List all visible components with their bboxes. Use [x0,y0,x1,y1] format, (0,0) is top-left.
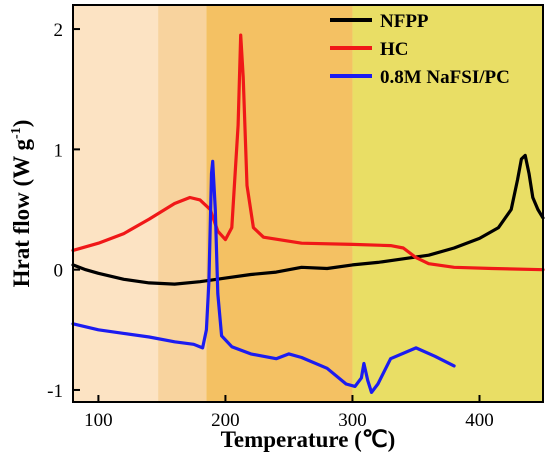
y-tick-label: -1 [47,381,63,402]
legend-label-1: NFPP [380,11,429,32]
legend: NFPP HC 0.8M NaFSI/PC [330,11,510,88]
y-tick-label: 2 [54,20,64,41]
series-line-1 [71,153,545,286]
x-tick-label: 400 [465,410,494,431]
y-tick-label: 0 [54,261,64,282]
x-axis-title: Temperature (℃) [221,427,396,452]
legend-label-3: 0.8M NaFSI/PC [380,67,510,88]
y-tick-label: 1 [54,140,64,161]
x-tick-label: 100 [84,410,113,431]
series-line-3 [71,159,456,394]
background-bands [73,5,543,402]
background-band-1 [73,5,159,402]
background-band-4 [352,5,543,402]
legend-label-2: HC [380,39,409,60]
y-axis-ticks: -1 0 1 2 [47,20,80,402]
plot-frame [72,4,544,403]
x-axis-ticks: 100 200 300 400 [84,395,494,431]
y-axis-title: Hrat flow (W g-1) [9,120,34,288]
series-line-2 [71,33,545,272]
series-lines [71,33,545,394]
x-tick-label: 200 [211,410,240,431]
background-band-2 [158,5,207,402]
background-band-3 [206,5,353,402]
x-tick-label: 300 [338,410,367,431]
